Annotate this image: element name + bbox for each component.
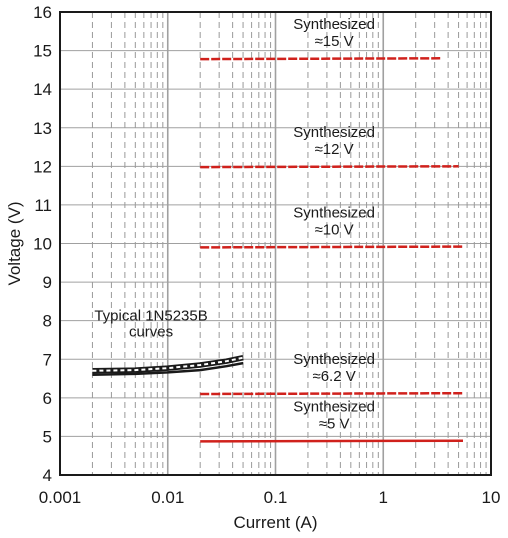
y-tick-label: 7 [43,350,52,369]
synth15-line [200,57,442,61]
y-tick-label: 9 [43,273,52,292]
synth12-label: ≈12 V [315,141,354,158]
synth12-line [200,165,459,169]
y-tick-label: 15 [33,42,52,61]
synth10-label: Synthesized [293,204,375,221]
synth15-label: ≈15 V [315,33,354,50]
synth62-line [200,391,464,396]
synth5-label: ≈5 V [319,415,350,432]
x-axis-label: Current (A) [233,513,317,532]
y-tick-label: 4 [43,466,52,485]
synth10-label: ≈10 V [315,221,354,238]
x-tick-label: 10 [482,488,501,507]
y-tick-label: 14 [33,80,52,99]
y-axis-label: Voltage (V) [5,201,24,285]
y-tick-label: 6 [43,389,52,408]
synth62-label: Synthesized [293,351,375,368]
y-tick-label: 10 [33,235,52,254]
grid [60,12,491,475]
synth62-label: ≈6.2 V [312,368,355,385]
typical-curves-label: Typical 1N5235B [94,308,207,325]
tick-labels: 0.001 0.01 0.1 1 10 4 5 6 7 8 9 10 11 12 13 14 15 16 [33,3,500,507]
typical-curve-solid [92,361,244,376]
x-tick-label: 0.01 [151,488,184,507]
synth15-label: Synthesized [293,16,375,33]
y-tick-label: 13 [33,119,52,138]
plot-frame [59,11,492,476]
synth5-label: Synthesized [293,398,375,415]
x-tick-label: 1 [379,488,388,507]
y-tick-label: 11 [34,196,52,215]
y-tick-label: 5 [43,427,52,446]
x-tick-label: 0.1 [264,488,288,507]
typical-curves-label: curves [129,324,173,341]
x-tick-label: 0.001 [39,488,82,507]
y-tick-label: 12 [33,157,52,176]
series-lines [92,57,464,443]
y-tick-label: 16 [33,3,52,22]
synth12-label: Synthesized [293,124,375,141]
typical-curve-dashed [92,356,244,372]
y-tick-label: 8 [43,312,52,331]
synth5-line [200,439,464,443]
synth10-line [200,245,464,249]
